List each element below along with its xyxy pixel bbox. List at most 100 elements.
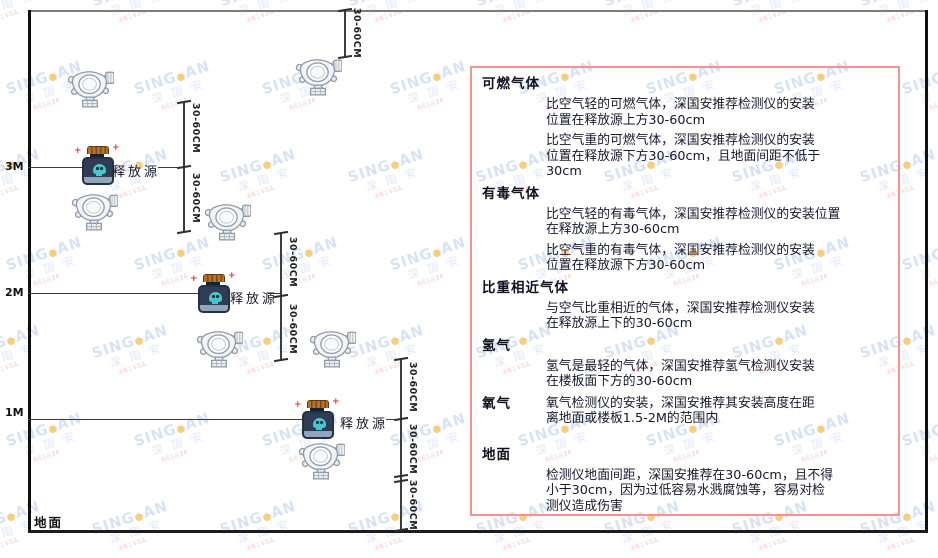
watermark-brand: SING●AN [474,0,554,10]
leader-line-1m [28,419,304,421]
dot-icon: ● [303,246,316,260]
dot-icon: ● [389,334,402,348]
watermark-cn: 深 国 安 [406,77,463,107]
dimension-label: 30-60CM [407,479,418,531]
source-cap [203,274,225,282]
paragraph-line: 离地面或楼板1.5-2M的范围内 [546,411,719,426]
leader-line-2m-dim [268,293,282,295]
paragraph-line: 比空气重的有毒气体，深国安推荐检测仪的安装 [546,242,815,258]
dimension-tick [273,358,289,362]
paragraph-line: 与空气比重相近的气体，深国安推荐检测仪安装 [546,300,815,316]
source-body [82,157,114,185]
watermark-brand: SING●AN [0,0,42,10]
paragraph-line: 测仪造成伤害 [546,498,623,514]
watermark-brand: SING●AN [90,0,170,10]
watermark-brand: SING●AN [346,146,427,187]
paragraph-line: 在释放源上下的30-60cm [546,316,693,331]
watermark-brand: SING●AN [132,410,213,451]
dot-icon: ● [901,158,914,172]
watermark-cn: 深 国 安 [364,165,421,195]
paragraph-line: 小于30cm，因为过低容易水溅腐蚀等，容易对检 [546,483,825,498]
section-paragraph: 氢气是最轻的气体，深国安推荐氢气检测仪安装 在楼板面下方的30-60cm [546,359,886,390]
height-label-2m: 2M [5,286,24,299]
info-panel: 可燃气体 比空气轻的可燃气体，深国安推荐检测仪的安装 位置在释放源上方30-60cm… [470,66,900,516]
watermark-brand: SING●AN [388,234,469,275]
watermark-code: 661434 [502,7,532,25]
watermark-cn: 深 国 安 [406,253,463,283]
dot-icon: ● [175,246,188,260]
dimension-label: 30-60CM [351,7,362,59]
source-body [198,285,230,313]
watermark-brand: SING●AN [132,234,213,275]
dot-icon: ● [901,334,914,348]
release-source-2m: + + [190,272,236,313]
watermark-code: 661434 [32,447,62,465]
section-paragraph: 比空气轻的有毒气体，深国安推荐检测仪的安装位置 在释放源上方30-60cm [546,207,886,238]
gas-detector-icon-ceiling [294,54,342,96]
dot-icon: ● [5,334,18,348]
release-source-label: 释放源 [230,292,279,307]
watermark-brand: SING●AN [218,0,298,10]
source-cap [307,400,329,408]
skull-icon [312,418,326,430]
paragraph-line: 位置在释放源下方30-60cm [546,258,706,273]
section-paragraph: 比空气轻的可燃气体，深国安推荐检测仪的安装 位置在释放源上方30-60cm [546,97,886,128]
skull-icon [92,164,106,176]
release-source-1m: + + [294,398,340,439]
spark-icon: + [74,146,82,156]
height-label-3m: 3M [5,160,24,173]
watermark-code: 661434 [416,271,446,289]
source-neck [310,408,324,411]
watermark-brand: SING●AN [218,146,299,187]
spark-icon: + [112,143,120,153]
paragraph-line: 氧气检测仪的安装，深国安推荐其安装高度在距 [546,395,815,411]
dimension-label: 30-60CM [190,102,201,154]
section-heading: 氧气 [482,395,511,412]
height-label-1m: 1M [5,406,24,419]
leader-line-3m [28,167,84,169]
section-paragraph: 比空气重的有毒气体，深国安推荐检测仪的安装 位置在释放源下方30-60cm [546,243,886,274]
source-neck [90,154,104,157]
dimension-label: 30-60CM [287,236,298,288]
gas-detector-icon-1m-above [308,326,356,368]
watermark-code: 661434 [118,359,148,377]
paragraph-line: 30cm [546,164,582,179]
watermark-code: 661434 [928,447,938,465]
dot-icon: ● [47,422,60,436]
watermark-code: 661434 [118,7,148,25]
watermark-code: 661434 [886,7,916,25]
watermark-cn: 深 国 安 [236,165,293,195]
section-heading: 比重相近气体 [482,279,569,296]
dot-icon: ● [431,246,444,260]
watermark-brand: SING●AN [900,421,938,451]
leader-line-2m [28,293,200,295]
watermark-code: 661434 [246,183,276,201]
watermark-code: 661434 [416,447,446,465]
dot-icon: ● [175,422,188,436]
watermark-code: 661434 [32,271,62,289]
watermark-brand: SING●AN [132,58,213,99]
paragraph-line: 在楼板面下方的30-60cm [546,374,693,389]
gas-detector-icon-2m-below [195,326,243,368]
spark-icon: + [332,397,340,407]
ground-label: 地面 [34,515,64,530]
section-paragraph: 比空气重的可燃气体，深国安推荐检测仪的安装 位置在释放源下方30-60cm，且地面… [546,133,886,180]
watermark-code: 661434 [0,183,20,201]
dot-icon: ● [133,334,146,348]
spark-icon: + [228,271,236,281]
release-source-label: 释放源 [112,165,161,180]
watermark-code: 661434 [0,7,20,25]
section-heading: 氢气 [482,337,511,354]
watermark-code: 661434 [246,7,276,25]
ground-line [28,530,928,533]
